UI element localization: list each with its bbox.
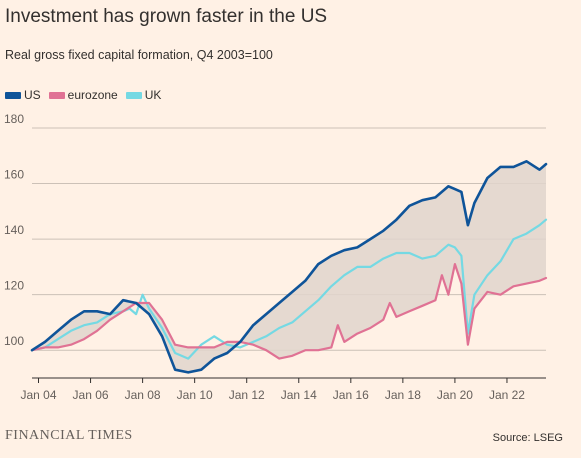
source-note: Source: LSEG — [492, 432, 563, 444]
ft-brand-logo: FINANCIAL TIMES — [5, 428, 133, 443]
x-tick-label-2012: Jan 12 — [229, 388, 265, 402]
legend-label-uk: UK — [144, 88, 162, 102]
series-line-eurozone — [30, 263, 548, 360]
x-tick-label-2006: Jan 06 — [73, 388, 109, 402]
line-chart: 100 120 140 160 180 Jan 04 Jan 06 Jan 08 Jan 10 J… — [4, 112, 548, 402]
legend-item-uk: UK — [125, 88, 162, 102]
chart-subtitle: Real gross fixed capital formation, Q4 2… — [5, 48, 273, 62]
legend: US eurozone UK — [5, 88, 169, 102]
x-tick-label-2004: Jan 04 — [20, 388, 56, 402]
y-tick-label-140: 140 — [4, 223, 24, 237]
shaded-area-us-eurozone — [32, 161, 546, 373]
x-tick-label-2014: Jan 14 — [281, 388, 317, 402]
legend-swatch-eurozone — [48, 91, 65, 99]
y-tick-label-100: 100 — [4, 334, 24, 348]
x-tick-label-2008: Jan 08 — [125, 388, 161, 402]
x-tick-label-2020: Jan 20 — [437, 388, 473, 402]
legend-item-us: US — [5, 88, 41, 102]
chart-title: Investment has grown faster in the US — [5, 6, 328, 27]
y-tick-label-160: 160 — [4, 168, 24, 182]
series-line-us — [30, 159, 548, 374]
y-tick-label-120: 120 — [4, 279, 24, 293]
legend-swatch-uk — [125, 91, 142, 99]
x-tick-label-2016: Jan 16 — [333, 388, 369, 402]
x-tick-label-2010: Jan 10 — [177, 388, 213, 402]
legend-label-us: US — [24, 88, 41, 102]
legend-swatch-us — [5, 91, 21, 99]
y-tick-label-180: 180 — [4, 112, 24, 126]
legend-item-eurozone: eurozone — [48, 88, 118, 102]
x-tick-label-2018: Jan 18 — [385, 388, 421, 402]
legend-label-eurozone: eurozone — [67, 88, 118, 102]
x-tick-label-2022: Jan 22 — [489, 388, 525, 402]
